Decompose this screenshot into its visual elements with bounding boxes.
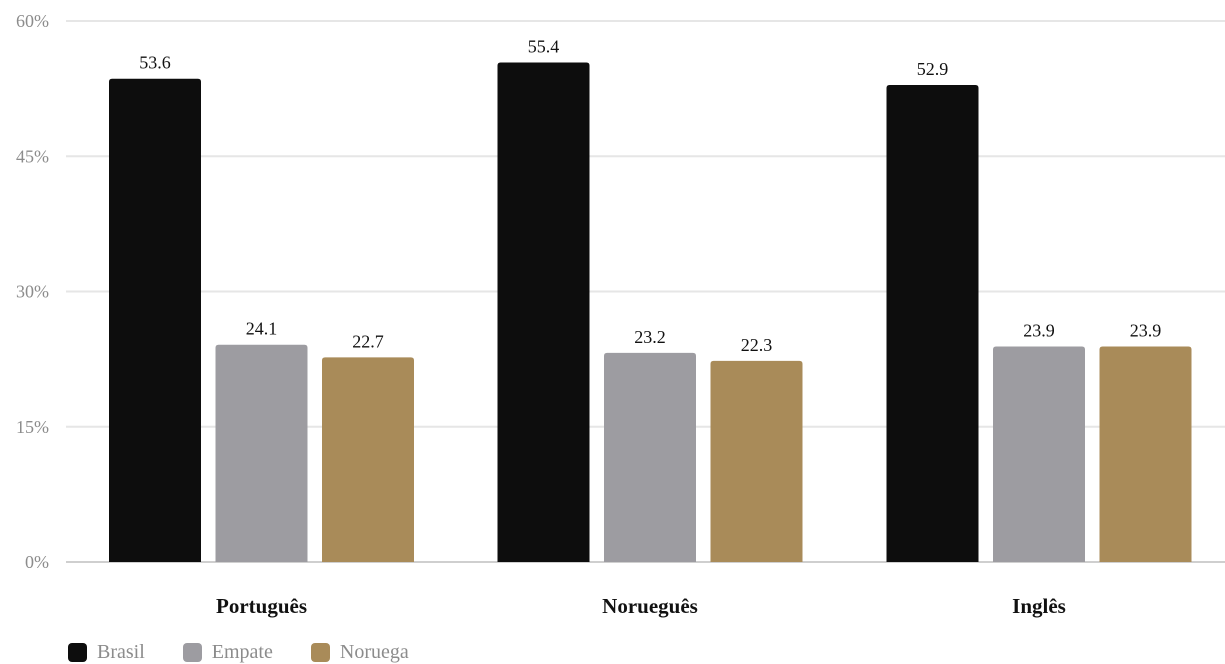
bar [993,346,1085,562]
bar [604,352,696,562]
legend-swatch-brasil [68,642,87,662]
y-tick-label: 0% [25,552,49,572]
legend-item-brasil: Brasil [68,640,145,664]
data-label: 24.1 [246,319,278,339]
legend-label-brasil: Brasil [97,641,145,663]
data-label: 22.3 [741,335,773,355]
bar [109,78,201,562]
data-label: 22.7 [352,331,384,351]
legend-swatch-empate [182,642,202,662]
y-tick-label: 60% [16,11,49,31]
data-label: 52.9 [917,59,949,79]
legend: Brasil Empate Noruega [68,640,447,664]
bar [322,357,414,562]
legend-swatch-noruega [310,642,330,662]
bar [215,344,308,562]
x-tick-label: Norueguês [602,594,698,618]
legend-label-empate: Empate [211,641,273,663]
data-label: 23.9 [1130,321,1162,341]
y-tick-label: 45% [16,146,49,166]
bar-chart: 0% 15% 30% 45% 60% 53.6 24.1 22.7 Português 55.4 2… [16,11,1225,618]
data-label: 23.9 [1023,321,1055,341]
bar [497,62,590,563]
bar [710,360,803,562]
y-tick-label: 15% [16,417,49,437]
data-label: 53.6 [139,53,171,73]
x-tick-label: Inglês [1012,594,1066,618]
x-tick-label: Português [216,594,307,618]
data-label: 23.2 [634,327,666,347]
bar [886,85,979,562]
legend-item-noruega: Noruega [310,640,409,664]
legend-item-empate: Empate [182,640,273,664]
data-label: 55.4 [528,36,560,56]
bar [1099,346,1192,562]
y-tick-label: 30% [16,282,49,302]
legend-label-noruega: Noruega [339,641,409,663]
